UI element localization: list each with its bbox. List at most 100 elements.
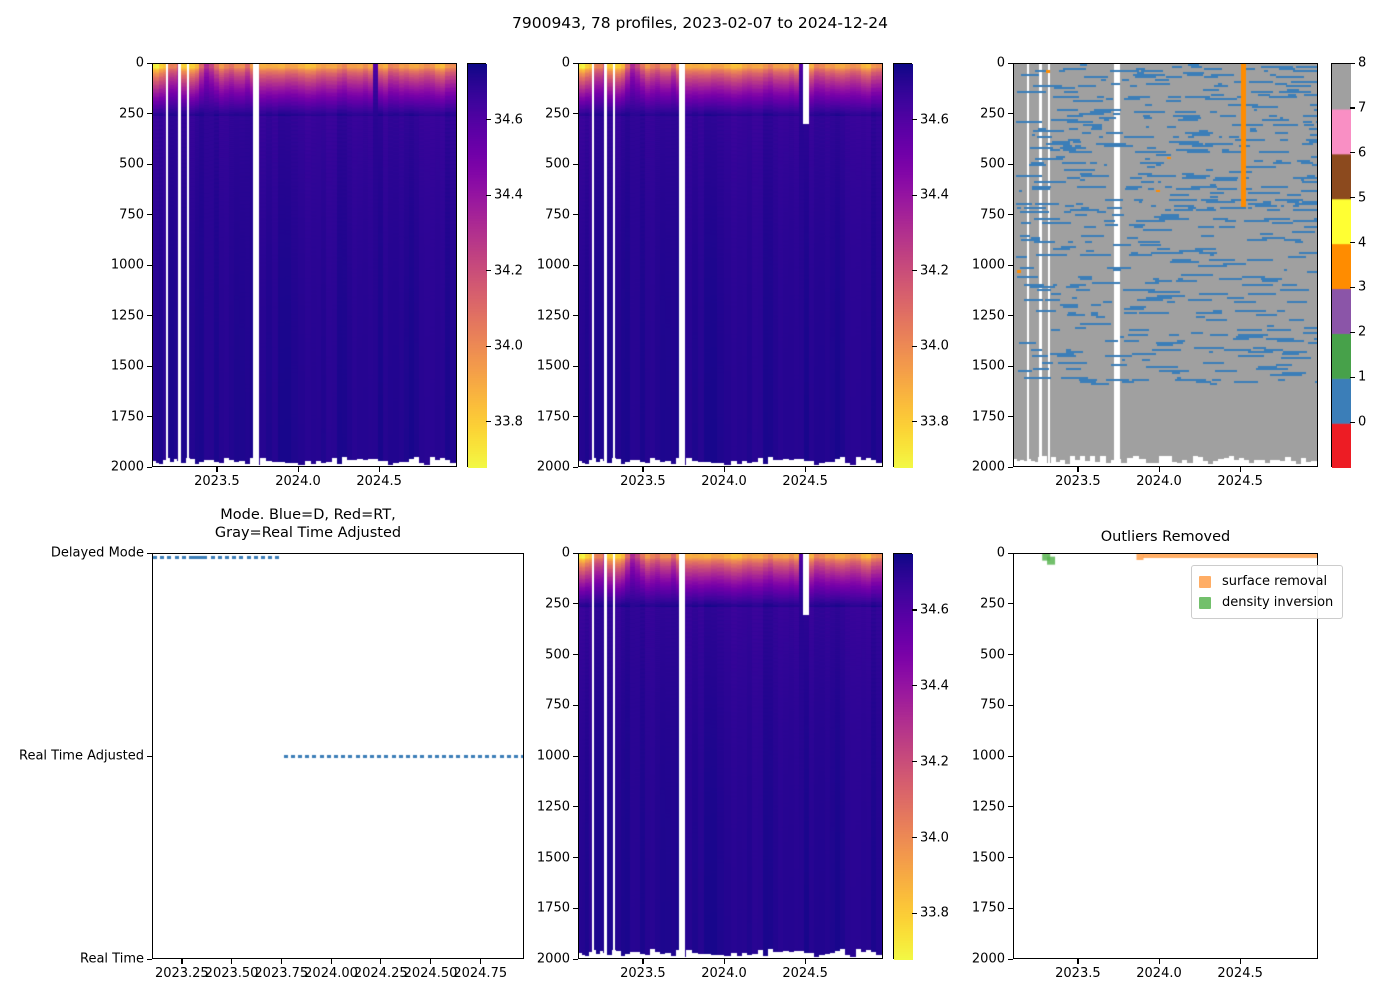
colorbar-tick-mark bbox=[1350, 107, 1355, 109]
xtick-mark bbox=[297, 467, 299, 472]
colorbar-tick-mark bbox=[912, 912, 917, 915]
ytick-label: 1250 bbox=[971, 308, 1005, 323]
colorbar-tick-mark bbox=[912, 685, 917, 687]
colorbar-tick-label: 34.6 bbox=[920, 602, 949, 618]
ytick-mark bbox=[573, 907, 578, 909]
colorbar-tick-mark bbox=[912, 194, 917, 196]
xtick-label: 2024.5 bbox=[782, 474, 828, 489]
figure-title: 7900943, 78 profiles, 2023-02-07 to 2024… bbox=[512, 14, 888, 32]
ytick-mark bbox=[573, 214, 578, 216]
xtick-mark bbox=[430, 959, 432, 964]
ytick-label: 2000 bbox=[110, 459, 144, 475]
xtick-label-mode: 2024.25 bbox=[353, 966, 408, 981]
ytick-label: 500 bbox=[119, 156, 144, 172]
ytick-mark bbox=[573, 113, 578, 115]
colorbar-tick-mark bbox=[486, 345, 491, 347]
ytick-mark bbox=[573, 365, 578, 367]
ytick-label: 500 bbox=[980, 156, 1005, 172]
xtick-label-mode: 2023.25 bbox=[154, 966, 209, 981]
ytick-label: 2000 bbox=[971, 459, 1005, 475]
heatmap-canvas-psal_adjusted bbox=[579, 64, 882, 466]
xtick-mark bbox=[280, 959, 282, 964]
xtick-mark bbox=[216, 467, 218, 472]
ytick-label: 1750 bbox=[971, 409, 1005, 424]
colorbar-bgcargoplus bbox=[893, 553, 913, 960]
ytick-label: 250 bbox=[980, 596, 1005, 612]
ytick-mark bbox=[1008, 958, 1013, 960]
legend-item: density inversion bbox=[1199, 592, 1333, 613]
xtick-label: 2023.5 bbox=[1055, 966, 1101, 981]
plot-area-outliers bbox=[1013, 553, 1318, 959]
ytick-mark bbox=[147, 466, 152, 468]
xtick-mark bbox=[642, 467, 644, 472]
colorbar-tick-mark bbox=[1350, 62, 1355, 64]
xtick-mark bbox=[804, 467, 806, 472]
colorbar-tick-label: 34.2 bbox=[494, 263, 523, 279]
colorbar-psal bbox=[467, 63, 487, 468]
colorbar-tick-mark bbox=[912, 421, 917, 423]
xtick-label-mode: 2024.00 bbox=[304, 966, 358, 981]
plot-area-psal bbox=[152, 63, 457, 467]
xtick-label: 2023.5 bbox=[1055, 474, 1101, 489]
colorbar-tick-label: 5 bbox=[1358, 190, 1367, 206]
colorbar-tick-label: 34.4 bbox=[920, 678, 949, 694]
ytick-label: 2000 bbox=[536, 951, 570, 967]
xtick-label-mode: 2023.75 bbox=[254, 966, 309, 981]
ytick-label: 0 bbox=[996, 545, 1005, 561]
ytick-label: 1500 bbox=[971, 850, 1005, 865]
ytick-mark bbox=[573, 603, 578, 605]
colorbar-tick-mark bbox=[486, 119, 491, 121]
xtick-mark bbox=[378, 467, 380, 472]
ytick-mark bbox=[573, 857, 578, 859]
outliers-scatter-canvas bbox=[1014, 554, 1317, 958]
colorbar-tick-mark bbox=[912, 837, 917, 839]
ytick-mark bbox=[1008, 264, 1013, 266]
ytick-label: 750 bbox=[980, 697, 1005, 713]
legend-label: surface removal bbox=[1222, 574, 1328, 589]
ytick-mark bbox=[573, 958, 578, 960]
ytick-label: 1000 bbox=[536, 748, 570, 764]
ytick-label: 250 bbox=[545, 596, 570, 612]
ytick-label: 1000 bbox=[110, 257, 144, 273]
colorbar-tick-label: 6 bbox=[1358, 145, 1367, 161]
ytick-mark bbox=[573, 552, 578, 554]
colorbar-tick-mark bbox=[1350, 286, 1355, 289]
ytick-label: 500 bbox=[545, 156, 570, 172]
colorbar-tick-label: 8 bbox=[1358, 55, 1367, 71]
ytick-label: 500 bbox=[545, 647, 570, 662]
ytick-mark bbox=[1008, 466, 1013, 468]
ytick-label: 1500 bbox=[536, 850, 570, 865]
colorbar-tick-label: 34.0 bbox=[494, 338, 523, 354]
colorbar-tick-label: 34.0 bbox=[920, 338, 949, 354]
colorbar-tick-label: 1 bbox=[1358, 369, 1367, 385]
colorbar-tick-mark bbox=[912, 119, 917, 121]
colorbar-tick-mark bbox=[912, 609, 917, 611]
panel-title-mode: Mode. Blue=D, Red=RT, Gray=Real Time Adju… bbox=[92, 507, 524, 542]
ytick-mark bbox=[1008, 163, 1013, 165]
ytick-label: 1000 bbox=[971, 748, 1005, 764]
xtick-mark bbox=[804, 959, 806, 964]
colorbar-tick-label: 34.0 bbox=[920, 830, 949, 846]
colorbar-tick-label: 0 bbox=[1358, 414, 1367, 430]
colorbar-tick-label: 2 bbox=[1358, 324, 1367, 340]
ytick-mark bbox=[1008, 603, 1013, 605]
colorbar-tick-label: 4 bbox=[1358, 235, 1367, 251]
xtick-label: 2023.5 bbox=[620, 966, 666, 981]
ytick-mark bbox=[573, 62, 578, 64]
xtick-mark bbox=[479, 959, 481, 964]
ytick-mark bbox=[147, 416, 152, 418]
colorbar-tick-mark bbox=[1350, 197, 1355, 199]
ytick-mark bbox=[1008, 113, 1013, 115]
colorbar-tick-mark bbox=[1350, 242, 1355, 244]
ytick-label: 250 bbox=[545, 106, 570, 121]
ytick-mark bbox=[147, 755, 152, 757]
ytick-mark bbox=[573, 315, 578, 317]
ytick-label: 0 bbox=[135, 55, 144, 71]
heatmap-canvas-psal bbox=[153, 64, 456, 466]
colorbar-tick-mark bbox=[486, 270, 491, 272]
colorbar-tick-mark bbox=[1350, 376, 1355, 378]
ytick-mark bbox=[573, 806, 578, 808]
ytick-label: 750 bbox=[980, 207, 1005, 222]
ytick-label: 750 bbox=[545, 207, 570, 222]
xtick-label: 2024.5 bbox=[1217, 474, 1263, 489]
